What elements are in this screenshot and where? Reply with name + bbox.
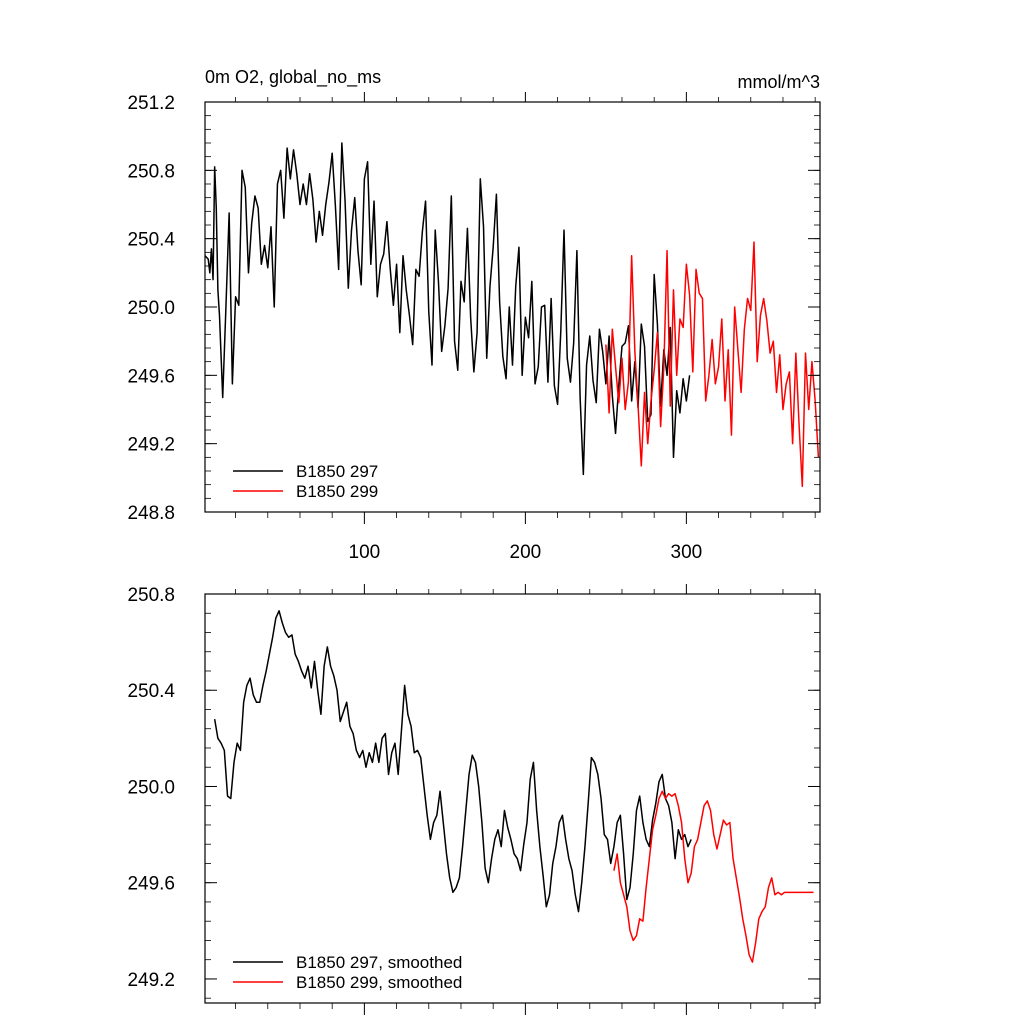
top-panel-plot-frame bbox=[204, 101, 821, 513]
top-panel-ticks bbox=[205, 92, 820, 524]
top-panel-units: mmol/m^3 bbox=[738, 72, 820, 92]
x-tick-label: 100 bbox=[349, 542, 381, 563]
y-tick-label: 251.2 bbox=[127, 93, 175, 114]
legend-label-b1850-299: B1850 299 bbox=[296, 482, 378, 501]
legend-label-b1850-299-smoothed: B1850 299, smoothed bbox=[296, 973, 462, 992]
bottom-panel-ticks bbox=[205, 584, 820, 1015]
bottom-panel-series bbox=[213, 610, 814, 963]
y-tick-label: 250.4 bbox=[127, 681, 175, 702]
y-tick-label: 249.6 bbox=[127, 366, 175, 387]
bottom-panel-plot-frame bbox=[204, 593, 821, 1004]
series-line-b1850-297-smoothed bbox=[213, 610, 692, 913]
y-tick-label: 250.0 bbox=[127, 298, 175, 319]
y-tick-label: 249.2 bbox=[127, 435, 175, 456]
top-panel-series bbox=[204, 142, 820, 488]
bottom-panel-y-tick-labels: 249.2 249.6 250.0 250.4 250.8 bbox=[127, 585, 175, 991]
x-tick-label: 300 bbox=[671, 542, 703, 563]
top-panel-x-tick-labels: 100 200 300 bbox=[349, 542, 703, 563]
y-tick-label: 250.8 bbox=[127, 161, 175, 182]
top-panel: 0m O2, global_no_ms mmol/m^3 248.8249.22… bbox=[127, 67, 821, 563]
x-tick-label: 200 bbox=[510, 542, 542, 563]
y-tick-label: 249.2 bbox=[127, 970, 175, 991]
legend-label-b1850-297-smoothed: B1850 297, smoothed bbox=[296, 953, 462, 972]
top-panel-legend: B1850 297 B1850 299 bbox=[233, 462, 378, 501]
legend-label-b1850-297: B1850 297 bbox=[296, 462, 378, 481]
series-line-b1850-299-smoothed bbox=[613, 790, 814, 963]
bottom-panel: 249.2 249.6 250.0 250.4 250.8 B1850 297, smo… bbox=[127, 584, 821, 1015]
y-tick-label: 250.0 bbox=[127, 777, 175, 798]
series-line-b1850-299 bbox=[605, 241, 820, 488]
top-panel-title: 0m O2, global_no_ms bbox=[205, 67, 381, 88]
y-tick-label: 250.8 bbox=[127, 585, 175, 606]
bottom-panel-legend: B1850 297, smoothed B1850 299, smoothed bbox=[233, 953, 462, 992]
top-panel-y-tick-labels: 248.8 249.2 249.6 250.0 250.4 250.8 251.2 bbox=[127, 93, 175, 524]
y-tick-label: 250.4 bbox=[127, 230, 175, 251]
series-line-b1850-297 bbox=[204, 142, 691, 476]
y-tick-label: 248.8 bbox=[127, 503, 175, 524]
y-tick-label: 249.6 bbox=[127, 874, 175, 895]
